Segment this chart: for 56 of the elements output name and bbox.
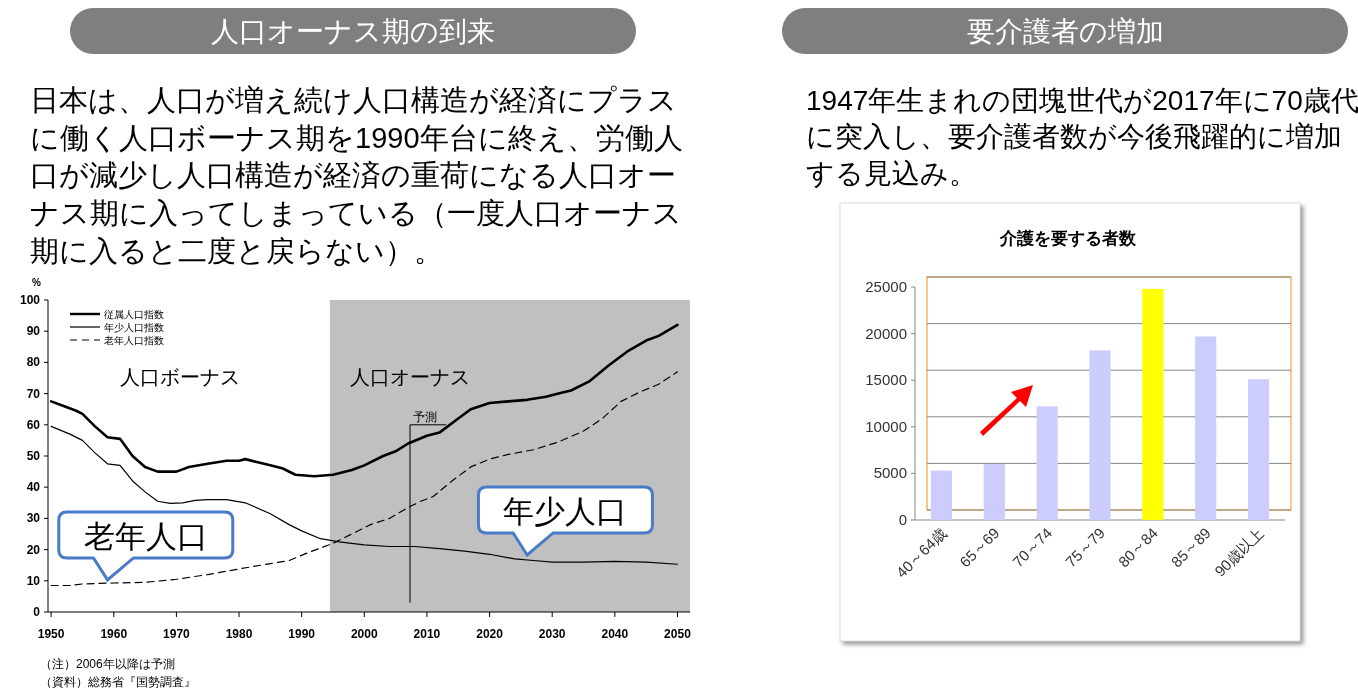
y-axis-title: % [32, 277, 41, 288]
y-tick-label: 5000 [873, 464, 907, 482]
ref-line-label: 予測 [413, 409, 438, 424]
y-tick-label: 80 [26, 355, 41, 370]
chart-title: 要介護者の増加 [966, 16, 1164, 47]
text: （資料）総務省『国勢調査』 [40, 675, 196, 689]
text: 介護を要する者数 [999, 229, 1137, 248]
x-tick-label: 80～84 [1114, 524, 1161, 571]
y-tick-label: 25000 [865, 278, 907, 295]
x-tick-label: 2000 [350, 627, 378, 641]
x-tick-label: 1970 [163, 627, 191, 641]
band-label: 人口オーナス [349, 366, 470, 389]
chart-title: 人口オーナス期の到来 [211, 16, 495, 47]
x-tick-label: 2030 [538, 627, 566, 641]
x-tick-label: 2020 [476, 627, 504, 641]
x-tick-label: 1990 [288, 627, 316, 641]
bar [1248, 379, 1270, 520]
y-tick-label: 30 [26, 511, 41, 526]
annotation: 老年人口 [83, 518, 208, 554]
y-tick-label: 60 [26, 417, 41, 432]
y-tick-label: 10000 [865, 417, 907, 435]
bar [983, 464, 1005, 520]
bar [1089, 350, 1111, 520]
text: （注）2006年以降は予測 [40, 657, 175, 671]
x-tick-label: 65～69 [956, 524, 1003, 571]
x-tick-label: 1950 [37, 627, 65, 641]
x-tick-label: 75～79 [1061, 524, 1109, 571]
y-tick-label: 10 [26, 573, 41, 588]
x-tick-label: 1960 [100, 627, 128, 641]
legend-label: 従属人口指数 [104, 309, 164, 320]
annotation: 年少人口 [503, 493, 628, 529]
x-tick-label: 2050 [664, 627, 692, 641]
y-tick-label: 20000 [865, 324, 907, 342]
bar [1142, 288, 1164, 520]
bar [1195, 336, 1217, 520]
bar [930, 470, 952, 520]
legend-label: 老年人口指数 [104, 335, 164, 346]
y-tick-label: 0 [33, 605, 41, 619]
x-tick-label: 90歳以上 [1211, 524, 1267, 580]
x-tick-label: 1980 [225, 627, 253, 641]
y-tick-label: 50 [26, 449, 41, 463]
x-tick-label: 85～89 [1167, 524, 1214, 571]
chart-subtitle: 日本は、人口が増え続け人口構造が経済にプラスに働く人口ボーナス期を1990年台に終え、労働人口が減少し人口構造が経済の重荷になる人口オーナス期に入ってしまっている（一度人口オーナス期に入ると二度と戻らない）。 [30, 84, 683, 267]
bar [1036, 406, 1058, 520]
y-tick-label: 100 [19, 293, 41, 307]
y-tick-label: 40 [26, 480, 41, 495]
annotation: 人口ボーナス [120, 366, 240, 389]
y-tick-label: 15000 [865, 371, 907, 389]
x-tick-label: 70～74 [1009, 524, 1056, 571]
y-tick-label: 20 [26, 542, 41, 557]
chart-subtitle: 1947年生まれの団塊世代が2017年に70歳代に突入し、要介護者数が今後飛躍的に増加する見込み。 [806, 85, 1358, 189]
y-tick-label: 70 [26, 386, 41, 401]
legend-label: 年少人口指数 [104, 322, 164, 333]
y-tick-label: 90 [26, 324, 41, 339]
x-tick-label: 2040 [601, 627, 629, 641]
x-tick-label: 2010 [413, 627, 441, 641]
